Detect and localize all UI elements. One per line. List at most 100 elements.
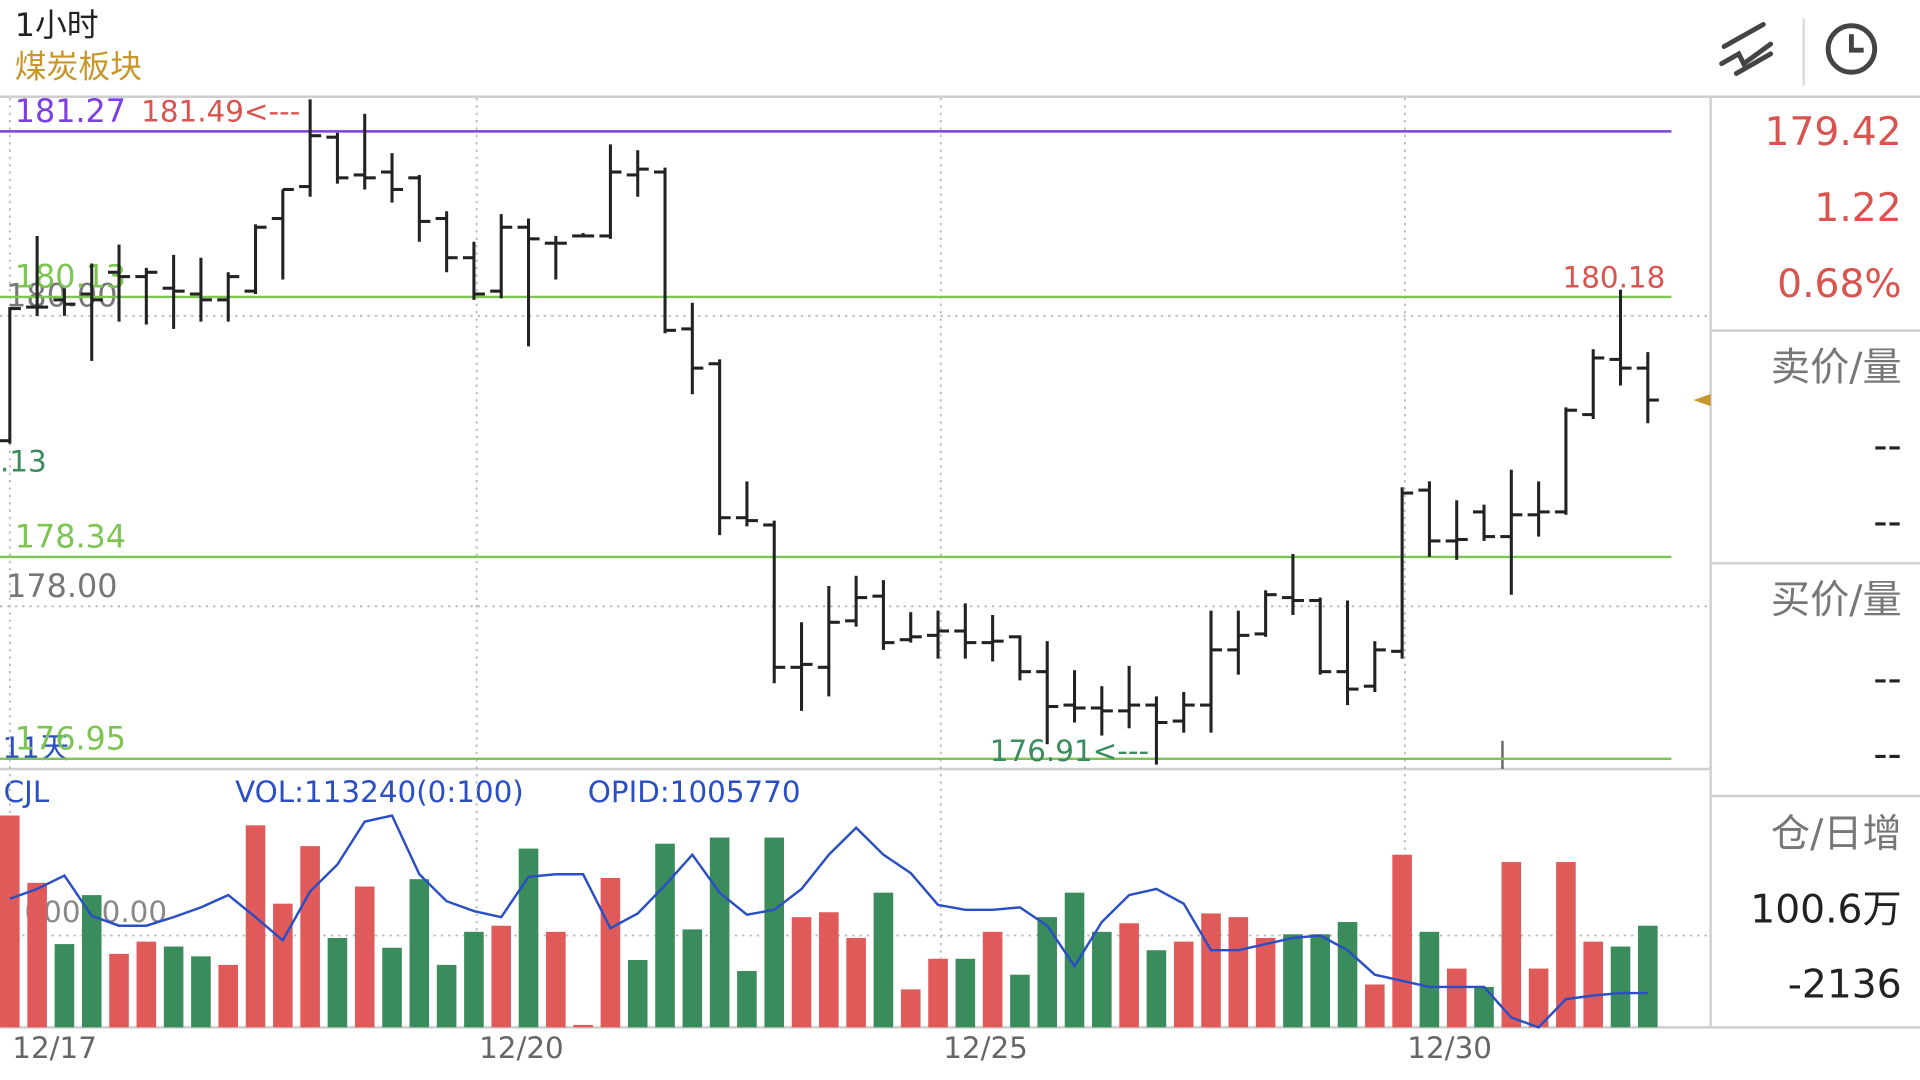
opid-line <box>9 814 1648 1029</box>
volume-bar <box>191 956 211 1028</box>
volume-bar <box>1528 968 1549 1028</box>
volume-bar <box>109 953 129 1028</box>
volume-bar <box>136 941 157 1028</box>
reference-label: 181.27 <box>15 92 126 130</box>
volume-bar <box>1283 934 1303 1028</box>
y-tick-label: 180.00 <box>6 276 117 314</box>
open-interest: 100.6万 <box>1750 888 1901 933</box>
volume-bar <box>737 971 757 1028</box>
volume-bar <box>1310 934 1331 1028</box>
volume-bar <box>1337 922 1358 1028</box>
volume-bar <box>955 958 976 1028</box>
volume-bar <box>54 944 75 1028</box>
ask-price: -- <box>1873 424 1901 469</box>
volume-bar <box>491 925 512 1028</box>
volume-bar <box>764 837 785 1028</box>
volume-bar <box>327 937 348 1028</box>
volume-bar <box>655 843 675 1028</box>
price: 179.42 <box>1765 110 1902 155</box>
reference-label: 176.95 <box>15 719 126 757</box>
reference-label: 178.34 <box>15 518 126 556</box>
y-tick-label: 178.00 <box>6 567 117 605</box>
volume-bar <box>627 960 648 1028</box>
volume-bar <box>682 929 703 1028</box>
x-tick-label: 12/25 <box>943 1031 1028 1065</box>
volume-bar <box>245 825 266 1028</box>
volume-bar <box>300 846 320 1028</box>
volume-bar <box>846 937 866 1028</box>
draw-tool-icon[interactable] <box>1719 22 1774 76</box>
volume-bar <box>81 895 102 1028</box>
volume-bar <box>600 877 621 1028</box>
volume-bar <box>409 879 430 1028</box>
volume-bar <box>1446 968 1467 1028</box>
volume-bar <box>27 882 47 1028</box>
bid-label: 买价/量 <box>1771 578 1902 623</box>
period[interactable]: 1小时 <box>15 6 99 44</box>
volume-bar <box>1092 931 1112 1028</box>
volume-bar <box>163 946 184 1028</box>
volume-bar <box>1556 862 1576 1028</box>
volume-bar <box>819 912 839 1028</box>
partial-label: .13 <box>0 444 47 478</box>
volume-bar <box>464 931 484 1028</box>
volume-bar <box>354 886 375 1028</box>
volume-bar <box>1610 946 1631 1028</box>
volume-bar <box>1119 923 1139 1028</box>
daily-change: -2136 <box>1788 962 1902 1007</box>
vol-label: VOL:113240(0:100) <box>235 775 524 809</box>
opid-label: OPID:1005770 <box>588 775 801 809</box>
low-label: 176.91<--- <box>990 734 1149 768</box>
volume-bar <box>1474 986 1494 1028</box>
ask-volume: -- <box>1873 500 1901 545</box>
percent: 0.68% <box>1777 262 1901 307</box>
volume-bar <box>709 837 730 1028</box>
volume-bar <box>573 1024 593 1028</box>
clock-icon[interactable] <box>1825 23 1878 75</box>
sector[interactable]: 煤炭板块 <box>15 48 142 86</box>
volume-bar <box>1228 917 1249 1028</box>
high-label: 181.49<--- <box>141 94 300 128</box>
volume-bar <box>1392 854 1412 1028</box>
volume-bar <box>546 931 566 1028</box>
recent-high-label: 180.18 <box>1563 261 1666 295</box>
volume-bar <box>436 964 457 1028</box>
volume-bar <box>1146 950 1167 1028</box>
volume-bar <box>218 964 239 1028</box>
volume-bar <box>1064 892 1085 1028</box>
x-tick-label: 12/20 <box>479 1031 564 1065</box>
sidebar: 179.42 1.22 0.68% 卖价/量 -- -- 买价/量 -- -- … <box>1750 110 1901 1007</box>
volume-bar <box>873 892 894 1028</box>
reference-label: 180.13 <box>15 258 126 296</box>
volume-bar <box>1201 913 1221 1028</box>
volume-bar <box>791 917 812 1028</box>
volume-bar <box>1037 917 1058 1028</box>
volume-bar <box>1255 937 1276 1028</box>
volume-bar <box>982 931 1003 1028</box>
volume-bar <box>1365 984 1385 1028</box>
oi-label: 仓/日增 <box>1771 812 1902 857</box>
volume-bar <box>1419 931 1440 1028</box>
volume-bar <box>518 848 539 1028</box>
volume-bar <box>928 958 948 1028</box>
x-tick-label: 12/30 <box>1407 1031 1492 1065</box>
volume-bar <box>0 815 20 1028</box>
bid-price: -- <box>1873 656 1901 701</box>
x-tick-label: 12/17 <box>12 1031 97 1065</box>
volume-bar <box>1638 925 1658 1028</box>
change: 1.22 <box>1814 186 1901 231</box>
volume-bar <box>382 947 402 1028</box>
bid-volume: -- <box>1873 732 1901 777</box>
last-price-marker <box>1693 393 1711 407</box>
ask-label: 卖价/量 <box>1771 345 1902 390</box>
volume-bar <box>900 989 921 1028</box>
volume-title: CJL <box>4 775 50 809</box>
volume-bar <box>1583 941 1604 1028</box>
volume-bar <box>1010 974 1030 1028</box>
volume-bar <box>1501 862 1522 1028</box>
volume-bar <box>273 903 293 1028</box>
volume-bar <box>1173 941 1194 1028</box>
